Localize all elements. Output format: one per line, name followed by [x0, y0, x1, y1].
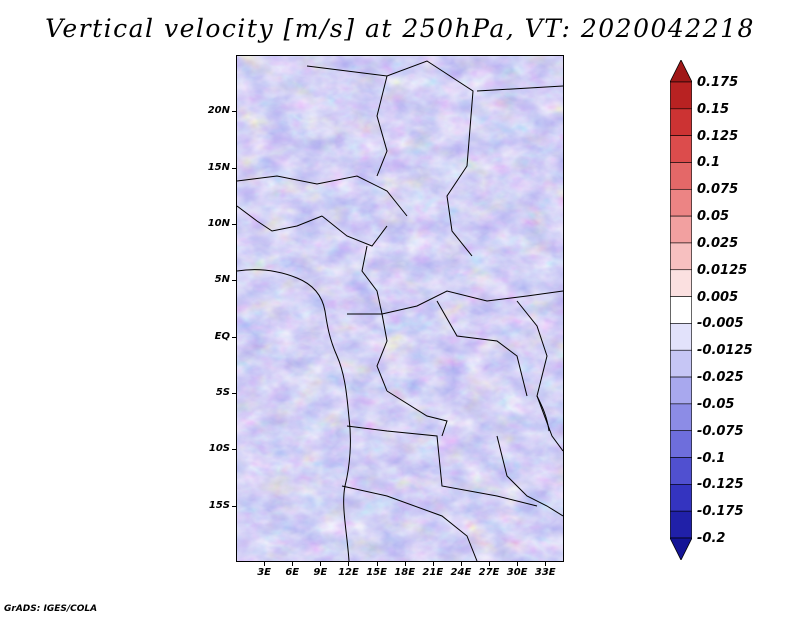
lon-tick — [320, 562, 322, 566]
lat-tick — [232, 449, 236, 451]
colorbar-segment — [670, 510, 692, 539]
lat-tick — [232, 336, 236, 338]
lon-tick — [348, 562, 350, 566]
colorbar-segment — [670, 296, 692, 324]
colorbar-segment — [670, 376, 692, 405]
lat-label: 20N — [207, 105, 230, 117]
colorbar-segment — [670, 403, 692, 432]
map-plot-area — [236, 55, 564, 562]
lon-label: 15E — [366, 567, 387, 578]
plot-title: Vertical velocity [m/s] at 250hPa, VT: 2… — [45, 14, 755, 43]
colorbar-label: 0.075 — [697, 182, 739, 198]
lat-label: 10S — [208, 443, 230, 455]
lat-label: 15S — [208, 499, 230, 511]
lat-label: EQ — [214, 330, 230, 342]
lon-tick — [517, 562, 519, 566]
lat-label: 5S — [215, 387, 230, 398]
colorbar-segment — [670, 323, 692, 351]
lon-label: 18E — [394, 567, 416, 578]
credit-text: GrADS: IGES/COLA — [4, 604, 98, 614]
colorbar-label: 0.1 — [697, 155, 721, 171]
lon-tick — [292, 562, 294, 566]
colorbar-label: -0.075 — [697, 423, 744, 439]
lat-label: 15N — [207, 161, 230, 173]
colorbar-label: -0.125 — [697, 477, 744, 493]
lon-tick — [460, 562, 462, 566]
lon-label: 33E — [534, 567, 556, 578]
country-borders — [237, 60, 563, 561]
colorbar-label: 0.125 — [697, 128, 739, 144]
lon-tick — [489, 562, 491, 566]
lon-tick — [432, 562, 434, 566]
colorbar-label: 0.025 — [697, 235, 739, 251]
colorbar-segment — [670, 215, 692, 244]
colorbar-label: -0.05 — [697, 396, 735, 412]
colorbar-segment — [670, 108, 692, 136]
vertical-velocity-field — [237, 56, 563, 561]
lon-tick — [264, 562, 266, 566]
colorbar-label: 0.005 — [697, 289, 739, 305]
colorbar-segment — [670, 484, 692, 512]
colorbar-label: 0.15 — [697, 101, 730, 117]
colorbar-segment — [670, 162, 692, 190]
field-streaks — [237, 56, 563, 561]
lon-label: 12E — [338, 567, 359, 578]
lon-label: 27E — [478, 567, 500, 578]
lat-tick — [232, 505, 236, 507]
colorbar-top-arrow — [670, 60, 692, 83]
colorbar-label: -0.1 — [697, 450, 726, 466]
colorbar-label: -0.175 — [697, 504, 744, 520]
lon-tick — [545, 562, 547, 566]
lat-label: 10N — [207, 218, 230, 229]
colorbar-label: -0.005 — [697, 316, 744, 332]
lon-label: 30E — [506, 567, 528, 578]
lon-label: 6E — [285, 567, 300, 578]
lat-tick — [232, 224, 236, 225]
lon-label: 24E — [450, 567, 472, 578]
colorbar — [670, 60, 692, 560]
colorbar-segment — [670, 188, 692, 217]
colorbar-label: 0.05 — [697, 209, 730, 225]
colorbar-segment — [670, 135, 692, 163]
colorbar-segment — [670, 430, 692, 458]
colorbar-segment — [670, 242, 692, 271]
colorbar-label: -0.025 — [697, 370, 744, 386]
lat-tick — [232, 280, 236, 282]
colorbar-label: -0.2 — [697, 531, 726, 546]
colorbar-segment — [670, 81, 692, 110]
lon-label: 9E — [313, 567, 328, 578]
colorbar-label: 0.175 — [697, 75, 739, 90]
lat-tick — [232, 111, 236, 113]
colorbar-label: 0.0125 — [697, 262, 748, 278]
colorbar-label: -0.0125 — [697, 343, 753, 359]
lon-label: 3E — [257, 567, 272, 578]
colorbar-segment — [670, 457, 692, 485]
lon-label: 21E — [422, 567, 444, 578]
lat-tick — [232, 167, 236, 169]
colorbar-bottom-arrow — [670, 537, 692, 560]
colorbar-segment — [670, 269, 692, 297]
lat-label: 5N — [214, 274, 230, 286]
lat-tick — [232, 393, 236, 394]
lon-tick — [404, 562, 406, 566]
lon-tick — [376, 562, 378, 566]
colorbar-segment — [670, 349, 692, 378]
